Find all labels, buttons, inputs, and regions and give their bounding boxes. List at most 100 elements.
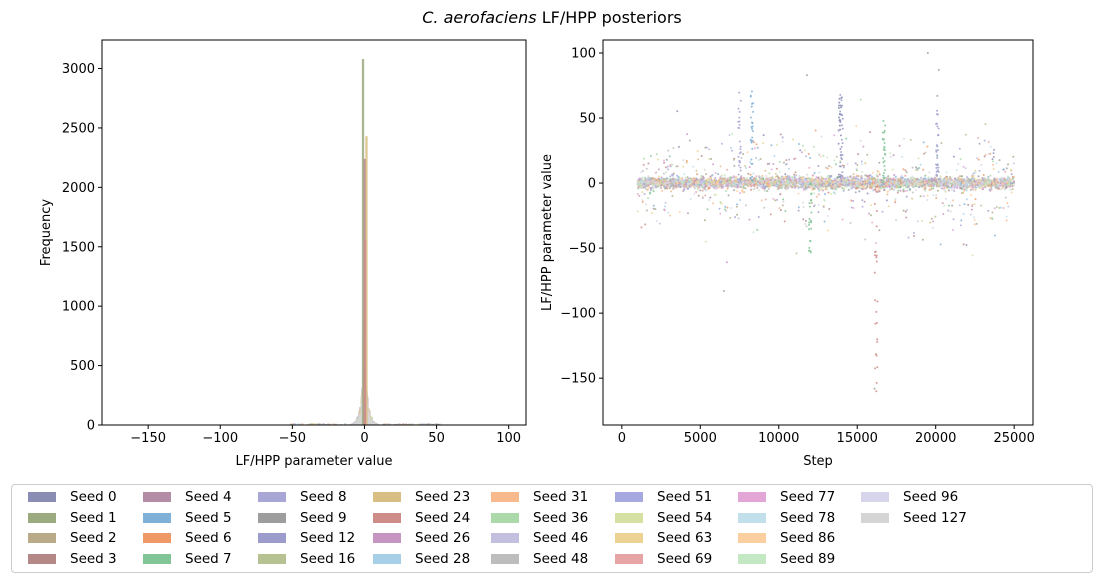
scatter-point — [894, 177, 897, 180]
scatter-point — [994, 183, 997, 187]
scatter-point — [970, 208, 973, 211]
scatter-point — [839, 104, 842, 107]
scatter-point — [780, 176, 783, 179]
scatter-xtick-label: 5000 — [684, 431, 717, 446]
scatter-point — [890, 185, 893, 188]
scatter-point — [641, 191, 644, 194]
scatter-point — [856, 163, 859, 166]
scatter-point — [828, 208, 831, 211]
scatter-point — [700, 175, 703, 178]
scatter-point — [995, 180, 998, 183]
scatter-point — [809, 177, 812, 180]
legend-label: Seed 77 — [780, 489, 836, 505]
scatter-point — [771, 180, 774, 183]
scatter-point — [649, 154, 652, 157]
scatter-point — [977, 175, 980, 178]
scatter-point — [712, 184, 716, 188]
scatter-point — [783, 182, 786, 185]
scatter-point — [951, 188, 954, 191]
scatter-point — [812, 145, 815, 148]
scatter-point — [847, 188, 850, 191]
scatter-point — [770, 176, 773, 179]
histogram-bar — [421, 423, 424, 425]
scatter-point — [910, 184, 913, 187]
scatter-point — [850, 176, 853, 179]
scatter-point — [820, 182, 823, 185]
scatter-point — [962, 190, 965, 193]
scatter-point — [646, 188, 650, 191]
scatter-point — [936, 145, 939, 148]
scatter-point — [669, 175, 672, 178]
scatter-point — [841, 218, 844, 221]
scatter-point — [696, 150, 699, 153]
scatter-point — [1006, 175, 1009, 178]
scatter-point — [739, 148, 742, 151]
scatter-point — [751, 122, 754, 125]
scatter-point — [895, 180, 898, 183]
scatter-point — [760, 184, 763, 187]
scatter-point — [756, 186, 759, 190]
scatter-point — [749, 116, 752, 119]
scatter-point — [712, 163, 715, 166]
scatter-point — [752, 141, 755, 144]
scatter-point — [664, 201, 667, 204]
scatter-point — [873, 271, 876, 274]
scatter-point — [830, 166, 833, 169]
scatter-point — [935, 122, 938, 125]
scatter-point — [868, 212, 871, 215]
scatter-xtick-label: 15000 — [837, 431, 878, 446]
scatter-point — [721, 174, 724, 177]
scatter-point — [656, 158, 659, 161]
scatter-point — [995, 162, 998, 165]
scatter-point — [1005, 219, 1008, 222]
scatter-point — [862, 187, 865, 190]
legend-item: Seed 3 — [28, 549, 117, 569]
scatter-point — [658, 182, 662, 185]
scatter-point — [739, 199, 742, 202]
scatter-point — [905, 171, 908, 174]
scatter-point — [960, 175, 963, 178]
scatter-point — [802, 176, 805, 179]
scatter-point — [974, 198, 977, 201]
scatter-point — [767, 178, 770, 182]
scatter-point — [772, 197, 775, 200]
scatter-point — [936, 109, 939, 112]
scatter-point — [855, 180, 859, 184]
scatter-point — [943, 187, 946, 190]
scatter-point — [830, 193, 833, 196]
scatter-point — [793, 186, 796, 189]
scatter-point — [745, 166, 748, 169]
scatter-point — [806, 183, 809, 187]
legend-swatch — [861, 512, 889, 523]
legend-label: Seed 2 — [70, 530, 117, 546]
scatter-point — [841, 117, 844, 120]
scatter-point — [944, 178, 947, 181]
legend-swatch — [373, 533, 401, 543]
scatter-point — [647, 177, 650, 180]
scatter-point — [869, 186, 873, 189]
scatter-point — [916, 220, 919, 223]
scatter-point — [860, 163, 863, 166]
scatter-point — [738, 178, 741, 181]
scatter-point — [986, 177, 989, 180]
scatter-point — [751, 175, 754, 178]
scatter-point — [689, 182, 693, 185]
scatter-point — [808, 223, 811, 226]
scatter-point — [923, 175, 926, 178]
scatter-point — [904, 174, 907, 177]
scatter-point — [940, 187, 944, 190]
scatter-point — [827, 229, 830, 232]
scatter-point — [840, 124, 843, 127]
scatter-point — [952, 199, 955, 202]
legend-swatch — [373, 553, 401, 564]
scatter-point — [828, 179, 831, 182]
scatter-point — [904, 181, 907, 184]
scatter-point — [840, 96, 843, 99]
scatter-point — [676, 180, 679, 184]
scatter-point — [784, 210, 787, 213]
scatter-point — [795, 185, 799, 188]
scatter-point — [965, 189, 968, 192]
legend-swatch — [28, 533, 56, 543]
scatter-point — [791, 179, 794, 183]
scatter-point — [744, 165, 747, 168]
